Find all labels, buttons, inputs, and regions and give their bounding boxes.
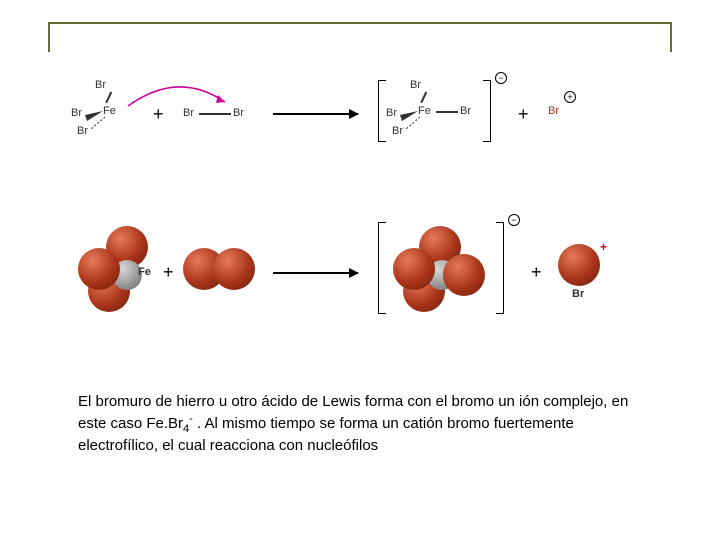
br-label: Br [410,79,421,91]
bracket-left-icon [378,80,386,142]
bond-icon [199,113,231,115]
lewis-reaction-row: Fe Br Br Br + Br Br Fe [48,70,672,180]
br-sphere-icon [443,254,485,296]
plus-sign: + [518,104,529,125]
bond-icon [420,92,426,104]
br-sphere-icon [213,248,255,290]
reaction-diagram: Fe Br Br Br + Br Br Fe [48,60,672,370]
caption-line1: El bromuro de hierro u otro ácido de Lew… [78,393,539,410]
reaction-arrow-icon [273,272,358,274]
br-sphere-icon [78,248,120,290]
caption-text: El bromuro de hierro u otro ácido de Lew… [78,392,648,455]
fe-label: Fe [138,266,151,278]
br-label: Br [548,105,559,117]
br-label: Br [77,125,88,137]
br-sphere-icon [558,244,600,286]
br-label: Br [386,107,397,119]
plus-charge-icon: + [600,240,607,254]
br-label: Br [71,107,82,119]
plus-charge-icon: + [564,91,576,103]
br-sphere-icon [393,248,435,290]
plus-sign: + [531,262,542,283]
caption-sup: - [189,413,193,425]
minus-charge-icon: − [508,214,520,226]
plus-sign: + [163,262,174,283]
curved-arrow-icon [123,78,233,113]
br-label: Br [392,125,403,137]
minus-charge-icon: − [495,72,507,84]
bracket-right-icon [496,222,504,314]
dash-bond-icon [404,115,422,133]
bracket-right-icon [483,80,491,142]
bond-icon [436,111,458,113]
reaction-arrow-icon [273,113,358,115]
febr4-spheres [393,230,493,310]
br-label: Br [572,288,584,300]
br-label: Br [95,79,106,91]
sphere-reaction-row: Fe + − + + Br [48,210,672,350]
br-label: Br [233,107,244,119]
bond-icon [105,92,111,104]
dash-bond-icon [89,115,107,133]
br-label: Br [460,105,471,117]
br-label: Br [183,107,194,119]
plus-sign: + [153,104,164,125]
bracket-left-icon [378,222,386,314]
caption-line2b: . Al mismo tiempo se forma un catión [197,415,443,432]
slide-top-frame [48,22,672,52]
febr3-spheres: Fe [78,230,158,310]
